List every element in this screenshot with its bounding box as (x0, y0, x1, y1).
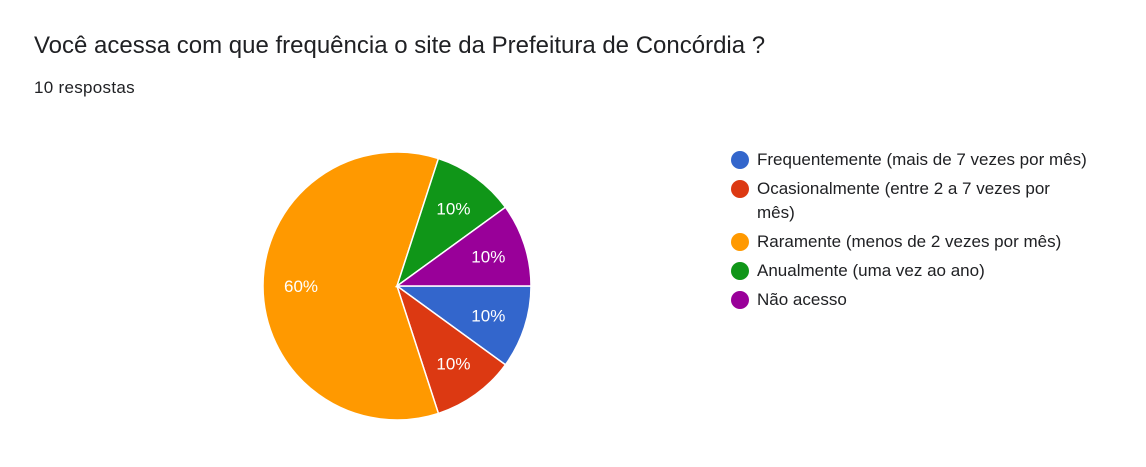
slice-label: 10% (436, 355, 470, 374)
pie-slice (394, 285, 532, 366)
slice-label: 10% (471, 307, 505, 326)
legend-swatch (731, 291, 749, 309)
legend-item: Ocasionalmente (entre 2 a 7 vezes por mê… (731, 177, 1091, 225)
legend-swatch (731, 180, 749, 198)
legend-item: Anualmente (uma vez ao ano) (731, 259, 1091, 283)
slice-label: 10% (436, 199, 470, 218)
chart-legend: Frequentemente (mais de 7 vezes por mês)… (731, 148, 1091, 317)
legend-label: Não acesso (757, 290, 847, 309)
legend-label: Frequentemente (mais de 7 vezes por mês) (757, 150, 1087, 169)
legend-item: Raramente (menos de 2 vezes por mês) (731, 230, 1091, 254)
legend-swatch (731, 151, 749, 169)
legend-item: Frequentemente (mais de 7 vezes por mês) (731, 148, 1091, 172)
legend-label: Raramente (menos de 2 vezes por mês) (757, 232, 1062, 251)
legend-label: Ocasionalmente (entre 2 a 7 vezes por mê… (757, 179, 1050, 222)
pie-labels: 10% 10% 60% 10% 10% (284, 199, 505, 373)
legend-swatch (731, 262, 749, 280)
pie-slice (395, 284, 507, 415)
pie-slice (394, 206, 532, 287)
response-count: 10 respostas (34, 78, 135, 97)
pie-slice (395, 157, 507, 288)
question-title: Você acessa com que frequência o site da… (34, 32, 766, 59)
legend-swatch (731, 233, 749, 251)
pie-slices (262, 151, 532, 421)
pie-slice (262, 151, 440, 421)
slice-label: 10% (471, 247, 505, 266)
legend-item: Não acesso (731, 288, 1091, 312)
slice-label: 60% (284, 277, 318, 296)
legend-label: Anualmente (uma vez ao ano) (757, 261, 985, 280)
